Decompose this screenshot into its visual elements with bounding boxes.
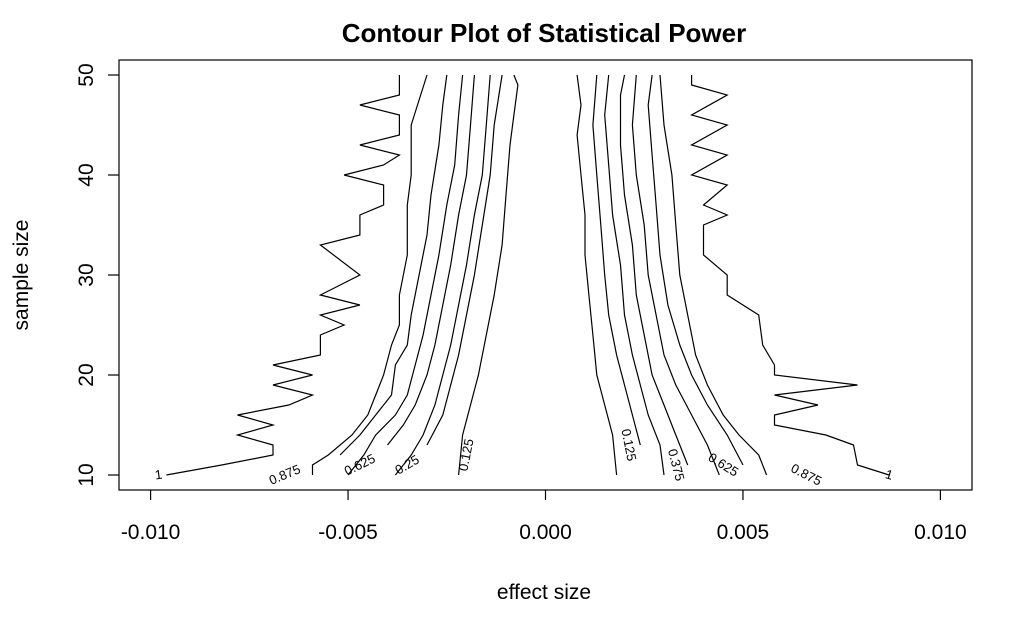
contour-line-left-0.75 bbox=[339, 74, 448, 456]
contour-line-right-0.125 bbox=[576, 74, 618, 476]
contour-label: 0.625 bbox=[706, 450, 742, 480]
y-tick-label: 20 bbox=[75, 363, 98, 386]
chart-title: Contour Plot of Statistical Power bbox=[342, 18, 746, 48]
x-tick-label: 0.000 bbox=[519, 521, 572, 544]
x-axis-label: effect size bbox=[497, 581, 591, 604]
contour-line-left-1 bbox=[166, 75, 401, 476]
x-axis: -0.010 -0.005 0.000 0.005 0.010 bbox=[121, 490, 967, 544]
contour-line-left-0.875 bbox=[311, 74, 428, 475]
contour-label: 0.25 bbox=[392, 452, 421, 478]
contour-label: 0.375 bbox=[665, 447, 688, 482]
y-axis: 10 20 30 40 50 bbox=[75, 63, 119, 487]
x-tick-label: -0.005 bbox=[318, 521, 378, 544]
contour-label: 0.125 bbox=[618, 427, 639, 462]
y-tick-label: 50 bbox=[75, 63, 98, 86]
x-tick-label: 0.010 bbox=[914, 521, 967, 544]
y-tick-label: 30 bbox=[75, 263, 98, 286]
contour-line-left-0.625 bbox=[347, 74, 464, 476]
contour-line-right-1 bbox=[690, 75, 890, 476]
contour-label: 0.625 bbox=[342, 451, 378, 479]
y-tick-label: 10 bbox=[75, 463, 98, 486]
contour-line-right-0.875 bbox=[659, 74, 768, 476]
y-axis-label: sample size bbox=[10, 220, 33, 331]
contour-label: 0.875 bbox=[267, 461, 303, 487]
contour-lines bbox=[166, 74, 890, 476]
x-tick-label: -0.010 bbox=[121, 521, 181, 544]
contour-line-right-0.625 bbox=[631, 74, 720, 476]
contour-labels: 1 0.875 0.625 0.25 0.125 0.125 0.375 0.625 0.875… bbox=[154, 427, 895, 488]
y-tick-label: 40 bbox=[75, 163, 98, 186]
contour-line-right-0.75 bbox=[647, 74, 744, 466]
contour-line-right-0.5 bbox=[619, 74, 689, 466]
contour-line-right-0.375 bbox=[604, 74, 665, 476]
contour-label: 1 bbox=[154, 467, 163, 483]
contour-label: 1 bbox=[884, 466, 895, 482]
contour-line-left-0.375 bbox=[426, 74, 503, 446]
contour-line-left-0.125 bbox=[458, 74, 519, 476]
contour-line-right-0.25 bbox=[592, 74, 641, 446]
plot-frame bbox=[118, 59, 973, 491]
contour-line-left-0.25 bbox=[394, 74, 491, 476]
x-tick-label: 0.005 bbox=[717, 521, 770, 544]
contour-label: 0.125 bbox=[456, 437, 477, 472]
contour-line-left-0.5 bbox=[387, 74, 475, 446]
contour-label: 0.875 bbox=[788, 460, 824, 488]
